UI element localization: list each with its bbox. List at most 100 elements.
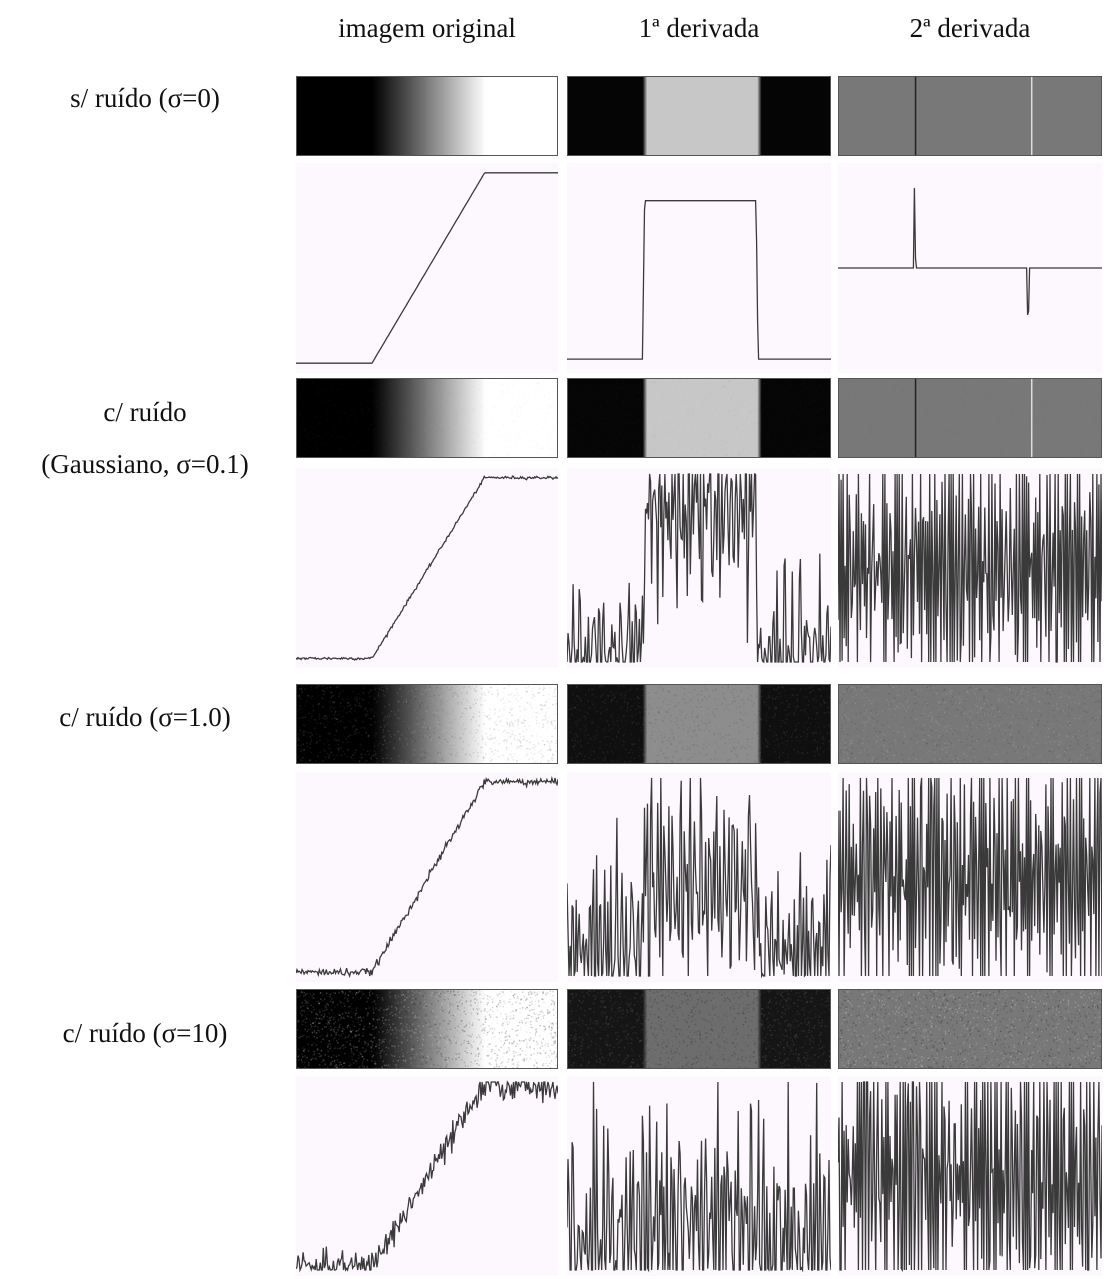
noise-speckle [610,436,611,437]
noise-speckle [1047,424,1048,425]
noise-speckle [371,731,374,733]
noise-speckle [623,386,624,387]
noise-speckle [760,400,761,401]
noise-speckle [870,404,871,405]
noise-speckle [871,432,872,433]
noise-speckle [548,745,551,747]
noise-speckle [490,686,492,689]
noise-speckle [401,734,403,736]
noise-speckle [407,706,409,708]
noise-speckle [672,392,673,393]
noise-speckle [554,726,556,728]
noise-speckle [422,443,423,444]
noise-speckle [604,434,605,435]
noise-speckle [305,421,306,422]
noise-speckle [342,741,344,743]
noise-speckle [498,743,500,745]
noise-speckle [303,734,305,736]
noise-speckle [386,703,388,705]
noise-speckle [761,383,762,384]
noise-speckle [301,716,304,718]
noise-speckle [498,756,500,758]
noise-speckle [478,724,480,727]
noise-speckle [691,407,692,408]
noise-speckle [334,711,336,714]
noise-speckle [828,409,829,410]
noise-speckle [524,396,525,397]
noise-speckle [751,423,752,424]
noise-speckle [735,409,736,410]
noise-speckle [454,430,455,431]
noise-speckle [483,397,484,398]
noise-speckle [879,434,880,435]
noise-speckle [759,712,762,714]
noise-speckle [428,734,430,736]
noise-speckle [503,393,504,394]
noise-speckle [829,396,830,397]
noise-speckle [525,728,528,731]
noise-speckle [791,735,793,737]
noise-speckle [320,407,321,408]
noise-speckle [362,699,364,701]
noise-speckle [376,401,377,402]
noise-speckle [354,710,356,712]
noise-speckle [1029,393,1030,394]
noise-speckle [641,434,642,435]
noise-speckle [450,753,453,756]
noise-speckle [449,449,450,450]
noise-speckle [607,384,608,385]
noise-speckle [316,763,317,764]
noise-speckle [455,415,456,416]
noise-speckle [466,690,468,693]
noise-speckle [406,414,407,415]
noise-speckle [450,695,452,698]
noise-speckle [885,416,886,417]
noise-speckle [412,435,413,436]
noise-speckle [339,720,342,722]
noise-speckle [632,386,633,387]
noise-speckle [384,440,385,441]
noise-speckle [578,400,579,401]
noise-speckle [496,408,497,409]
noise-speckle [707,400,708,401]
noise-speckle [302,743,305,745]
noise-speckle [802,383,803,384]
noise-speckle [371,707,374,709]
noise-speckle [647,722,650,724]
noise-speckle [608,448,609,449]
noise-speckle [968,457,969,458]
noise-speckle [725,397,726,398]
noise-speckle [423,726,425,729]
noise-speckle [532,693,534,696]
noise-speckle [298,762,300,763]
noise-speckle [490,442,491,443]
noise-speckle [438,727,441,729]
noise-speckle [604,455,605,456]
noise-speckle [536,712,538,714]
noise-speckle [308,426,309,427]
noise-speckle [425,424,426,425]
noise-speckle [928,450,929,451]
noise-speckle [646,725,649,727]
noise-speckle [470,707,472,709]
noise-speckle [496,740,498,742]
noise-speckle [611,437,612,438]
noise-speckle [798,414,799,415]
noise-speckle [1037,430,1038,431]
noise-speckle [535,760,537,762]
noise-speckle [510,449,511,450]
noise-speckle [440,701,442,704]
noise-speckle [514,694,516,697]
noise-speckle [416,406,417,407]
noise-speckle [390,418,391,419]
noise-speckle [892,436,893,437]
noise-speckle [412,736,414,738]
noise-speckle [1019,455,1020,456]
noise-speckle [522,748,524,750]
noise-speckle [382,760,384,763]
noise-speckle [402,720,405,723]
noise-speckle [469,707,472,709]
noise-speckle [665,440,666,441]
noise-speckle [398,423,399,424]
noise-speckle [303,454,304,455]
